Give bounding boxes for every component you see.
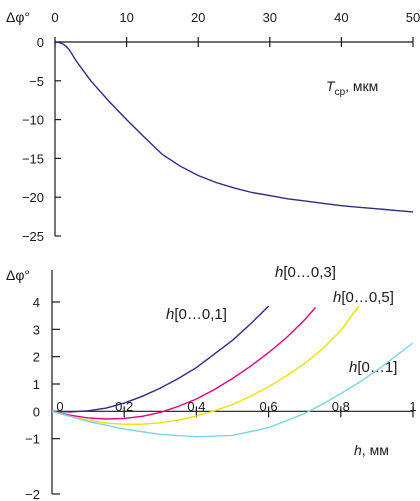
top-y-tick-label: −20 [22, 190, 44, 205]
bottom-x-axis-label: h, мм [354, 442, 389, 458]
top-x-tick-label: 0 [51, 10, 58, 25]
curve-label-h-0-0-3: h[0…0,3] [275, 264, 336, 281]
bottom-y-tick-label: 0 [33, 404, 40, 419]
bottom-y-tick-label: 3 [33, 322, 40, 337]
top-y-tick-label: −15 [22, 151, 44, 166]
top-x-tick-label: 10 [119, 10, 133, 25]
top-y-axis-label: Δφ° [6, 9, 30, 25]
top-x-tick-label: 40 [334, 10, 348, 25]
bottom-y-tick-label: −2 [25, 487, 40, 501]
bottom-y-tick-label: −1 [25, 432, 40, 447]
bottom-y-axis-label: Δφ° [6, 267, 30, 283]
bottom-series-line [51, 307, 317, 420]
bottom-x-tick-label: 1 [409, 399, 416, 414]
curve-label-h-0-0-5: h[0…0,5] [333, 289, 394, 306]
bottom-series-line [51, 305, 270, 413]
bottom-y-tick-label: 2 [33, 350, 40, 365]
bottom-y-tick-label: 4 [33, 295, 40, 310]
top-x-axis-label: Tср, мкм [326, 78, 378, 98]
height-chart: Δφ° h, мм h[0…0,1] h[0…0,3] h[0…0,5] h[0… [6, 264, 417, 501]
curve-label-h-0-0-1: h[0…0,1] [166, 306, 227, 323]
top-y-tick-label: 0 [37, 35, 44, 50]
thickness-chart: Δφ° Tср, мкм 0 10 20 30 40 50 0 −5 −10 −15 −20 −25 [6, 9, 420, 244]
top-x-tick-label: 30 [263, 10, 277, 25]
top-y-tick-label: −10 [22, 113, 44, 128]
bottom-x-tick-label: 0,8 [332, 399, 350, 414]
bottom-y-tick-label: 1 [33, 377, 40, 392]
bottom-x-tick-label: 0,4 [187, 399, 205, 414]
bottom-series-line [51, 305, 360, 425]
bottom-x-tick-label: 0 [56, 399, 63, 414]
top-x-tick-label: 50 [406, 10, 420, 25]
top-x-tick-label: 20 [191, 10, 205, 25]
bottom-series-line [51, 342, 414, 438]
top-y-tick-label: −25 [22, 229, 44, 244]
top-series-line [54, 41, 414, 213]
top-y-tick-label: −5 [29, 74, 44, 89]
bottom-x-tick-label: 0,6 [260, 399, 278, 414]
bottom-x-tick-label: 0,2 [115, 399, 133, 414]
